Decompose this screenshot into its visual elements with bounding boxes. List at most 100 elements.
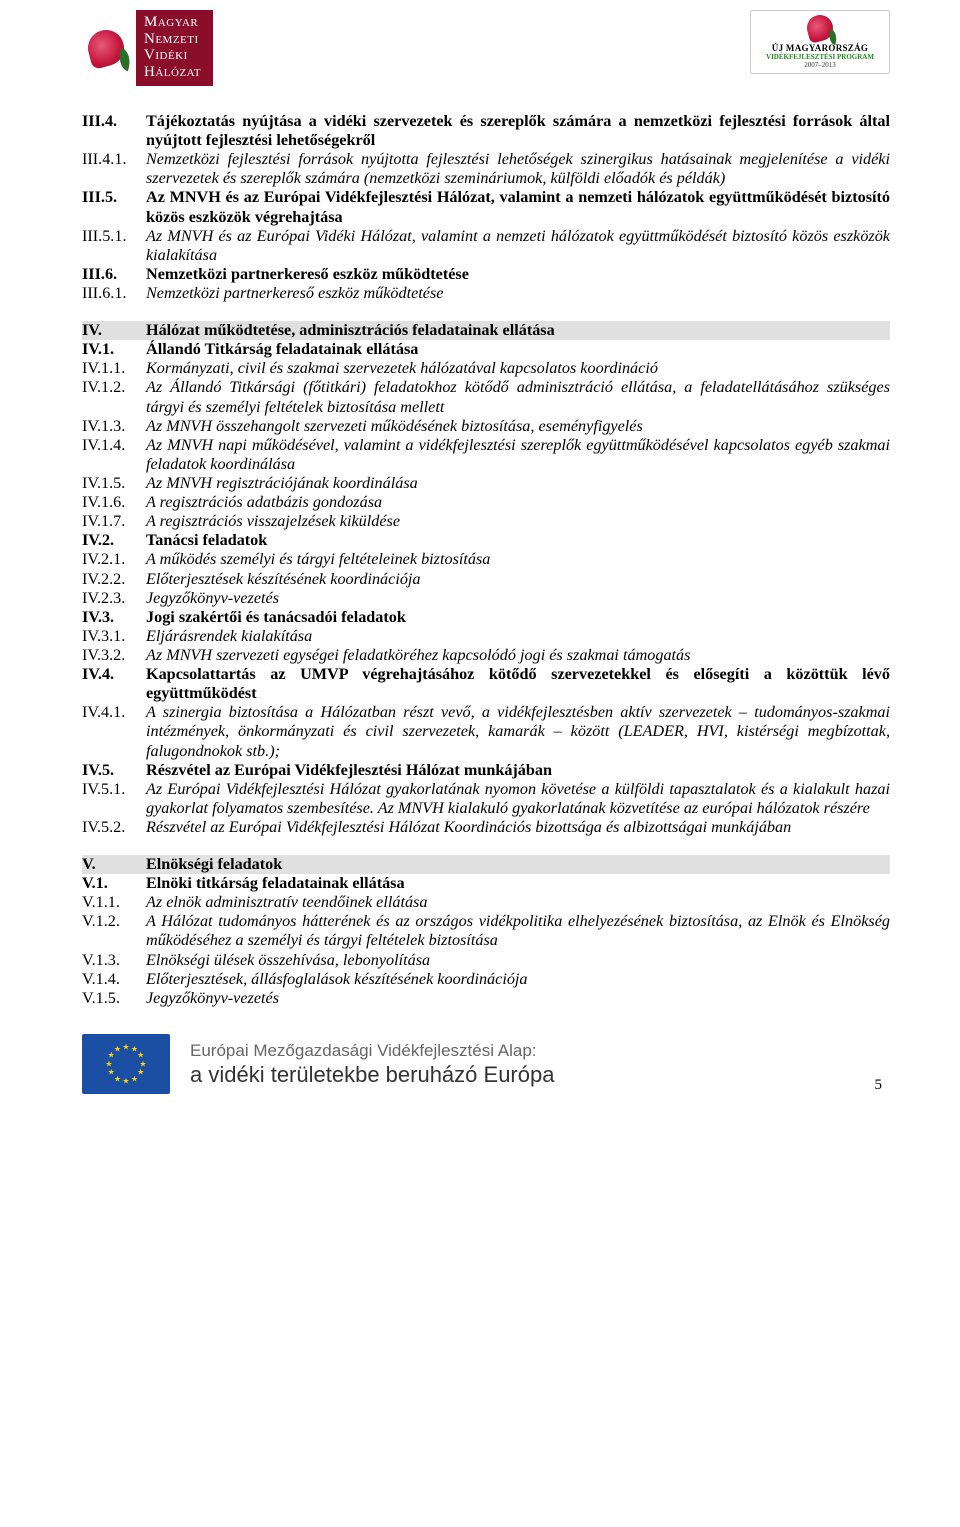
item-text: A regisztrációs visszajelzések kiküldése: [146, 512, 890, 531]
item-number: IV.4.: [82, 665, 146, 703]
item-number: IV.3.: [82, 608, 146, 627]
logo-line: Hálózat: [144, 64, 201, 81]
item-text: Nemzetközi fejlesztési források nyújtott…: [146, 150, 890, 188]
flower-icon: [804, 12, 836, 44]
page: Magyar Nemzeti Vidéki Hálózat ÚJ MAGYARO…: [0, 0, 960, 1134]
item-number: III.4.: [82, 112, 146, 150]
item-number: III.5.1.: [82, 227, 146, 265]
outline-item: IV.1.4.Az MNVH napi működésével, valamin…: [82, 436, 890, 474]
item-number: IV.1.2.: [82, 378, 146, 416]
logo-line: Vidéki: [144, 47, 201, 64]
outline-item: IV.1.2.Az Állandó Titkársági (főtitkári)…: [82, 378, 890, 416]
outline-item: IV.1.Állandó Titkárság feladatainak ellá…: [82, 340, 890, 359]
page-header: Magyar Nemzeti Vidéki Hálózat ÚJ MAGYARO…: [82, 0, 890, 98]
outline-item: IV.5.2.Részvétel az Európai Vidékfejlesz…: [82, 818, 890, 837]
item-number: IV.1.5.: [82, 474, 146, 493]
item-text: Jegyzőkönyv-vezetés: [146, 989, 890, 1008]
logo-line: Magyar: [144, 14, 201, 31]
item-text: Az Európai Vidékfejlesztési Hálózat gyak…: [146, 780, 890, 818]
item-number: V.1.2.: [82, 912, 146, 950]
outline-item: V.1.5.Jegyzőkönyv-vezetés: [82, 989, 890, 1008]
item-number: IV.5.2.: [82, 818, 146, 837]
outline-item: V.1.3.Elnökségi ülések összehívása, lebo…: [82, 951, 890, 970]
item-text: Tájékoztatás nyújtása a vidéki szervezet…: [146, 112, 890, 150]
item-text: Az elnök adminisztratív teendőinek ellát…: [146, 893, 890, 912]
outline-item: IV.2.Tanácsi feladatok: [82, 531, 890, 550]
item-number: IV.1.3.: [82, 417, 146, 436]
item-number: V.1.1.: [82, 893, 146, 912]
outline-item: IV.4.1.A szinergia biztosítása a Hálózat…: [82, 703, 890, 760]
outline-item: IV.5.Részvétel az Európai Vidékfejleszté…: [82, 761, 890, 780]
outline-item: IV.5.1.Az Európai Vidékfejlesztési Hálóz…: [82, 780, 890, 818]
item-number: IV.1.: [82, 340, 146, 359]
item-text: A Hálózat tudományos hátterének és az or…: [146, 912, 890, 950]
item-text: Nemzetközi partnerkereső eszköz működtet…: [146, 284, 890, 303]
item-text: Kapcsolattartás az UMVP végrehajtásához …: [146, 665, 890, 703]
outline-item: III.4.1.Nemzetközi fejlesztési források …: [82, 150, 890, 188]
section-number: IV.: [82, 321, 146, 340]
item-text: Állandó Titkárság feladatainak ellátása: [146, 340, 890, 359]
footer-text: Európai Mezőgazdasági Vidékfejlesztési A…: [190, 1040, 554, 1089]
item-number: IV.2.3.: [82, 589, 146, 608]
outline-item: IV.3.Jogi szakértői és tanácsadói felada…: [82, 608, 890, 627]
item-text: Az MNVH napi működésével, valamint a vid…: [146, 436, 890, 474]
section-title: Hálózat működtetése, adminisztrációs fel…: [146, 321, 890, 340]
item-number: IV.5.1.: [82, 780, 146, 818]
page-number: 5: [875, 1077, 883, 1094]
item-number: V.1.5.: [82, 989, 146, 1008]
item-number: IV.3.1.: [82, 627, 146, 646]
logo-umvp: ÚJ MAGYARORSZÁG VIDÉKFEJLESZTÉSI PROGRAM…: [750, 10, 890, 74]
item-text: Tanácsi feladatok: [146, 531, 890, 550]
logo-umvp-years: 2007–2013: [804, 61, 836, 69]
outline-item: IV.1.1.Kormányzati, civil és szakmai sze…: [82, 359, 890, 378]
rose-icon: [82, 18, 130, 78]
item-text: Előterjesztések készítésének koordináció…: [146, 570, 890, 589]
item-number: IV.1.7.: [82, 512, 146, 531]
item-text: Jegyzőkönyv-vezetés: [146, 589, 890, 608]
outline-item: III.4.Tájékoztatás nyújtása a vidéki sze…: [82, 112, 890, 150]
outline-item: IV.3.1.Eljárásrendek kialakítása: [82, 627, 890, 646]
section-heading-iv: IV. Hálózat működtetése, adminisztrációs…: [82, 321, 890, 340]
section-title: Elnökségi feladatok: [146, 855, 890, 874]
item-text: Eljárásrendek kialakítása: [146, 627, 890, 646]
item-text: Előterjesztések, állásfoglalások készíté…: [146, 970, 890, 989]
item-text: A szinergia biztosítása a Hálózatban rés…: [146, 703, 890, 760]
outline-item: IV.1.5.Az MNVH regisztrációjának koordin…: [82, 474, 890, 493]
item-text: Az MNVH szervezeti egységei feladatköréh…: [146, 646, 890, 665]
list-section-iii: III.4.Tájékoztatás nyújtása a vidéki sze…: [82, 112, 890, 303]
document-content: III.4.Tájékoztatás nyújtása a vidéki sze…: [82, 112, 890, 1008]
section-heading-v: V. Elnökségi feladatok: [82, 855, 890, 874]
item-text: Nemzetközi partnerkereső eszköz működtet…: [146, 265, 890, 284]
item-text: Az Állandó Titkársági (főtitkári) felada…: [146, 378, 890, 416]
logo-umvp-title: ÚJ MAGYARORSZÁG: [772, 43, 868, 53]
item-text: Kormányzati, civil és szakmai szervezete…: [146, 359, 890, 378]
outline-item: IV.4.Kapcsolattartás az UMVP végrehajtás…: [82, 665, 890, 703]
logo-line: Nemzeti: [144, 31, 201, 48]
item-text: Az MNVH regisztrációjának koordinálása: [146, 474, 890, 493]
item-text: Az MNVH összehangolt szervezeti működésé…: [146, 417, 890, 436]
footer-line1: Európai Mezőgazdasági Vidékfejlesztési A…: [190, 1040, 554, 1061]
item-number: IV.5.: [82, 761, 146, 780]
item-text: Az MNVH és az Európai Vidéki Hálózat, va…: [146, 227, 890, 265]
item-number: V.1.4.: [82, 970, 146, 989]
item-text: A működés személyi és tárgyi feltételein…: [146, 550, 890, 569]
outline-item: IV.1.3.Az MNVH összehangolt szervezeti m…: [82, 417, 890, 436]
outline-item: V.1.2.A Hálózat tudományos hátterének és…: [82, 912, 890, 950]
outline-item: III.6.1.Nemzetközi partnerkereső eszköz …: [82, 284, 890, 303]
item-number: IV.1.6.: [82, 493, 146, 512]
footer-line2: a vidéki területekbe beruházó Európa: [190, 1061, 554, 1089]
item-number: III.4.1.: [82, 150, 146, 188]
list-section-iv: IV.1.Állandó Titkárság feladatainak ellá…: [82, 340, 890, 837]
item-text: Elnöki titkárság feladatainak ellátása: [146, 874, 890, 893]
eu-flag-icon: ★★★★★★★★★★★★: [82, 1034, 170, 1094]
item-number: IV.2.2.: [82, 570, 146, 589]
item-number: III.5.: [82, 188, 146, 226]
item-number: III.6.1.: [82, 284, 146, 303]
item-number: IV.2.1.: [82, 550, 146, 569]
outline-item: IV.1.7.A regisztrációs visszajelzések ki…: [82, 512, 890, 531]
outline-item: III.5.1.Az MNVH és az Európai Vidéki Hál…: [82, 227, 890, 265]
item-number: V.1.3.: [82, 951, 146, 970]
item-number: IV.1.1.: [82, 359, 146, 378]
outline-item: IV.1.6.A regisztrációs adatbázis gondozá…: [82, 493, 890, 512]
item-text: Az MNVH és az Európai Vidékfejlesztési H…: [146, 188, 890, 226]
